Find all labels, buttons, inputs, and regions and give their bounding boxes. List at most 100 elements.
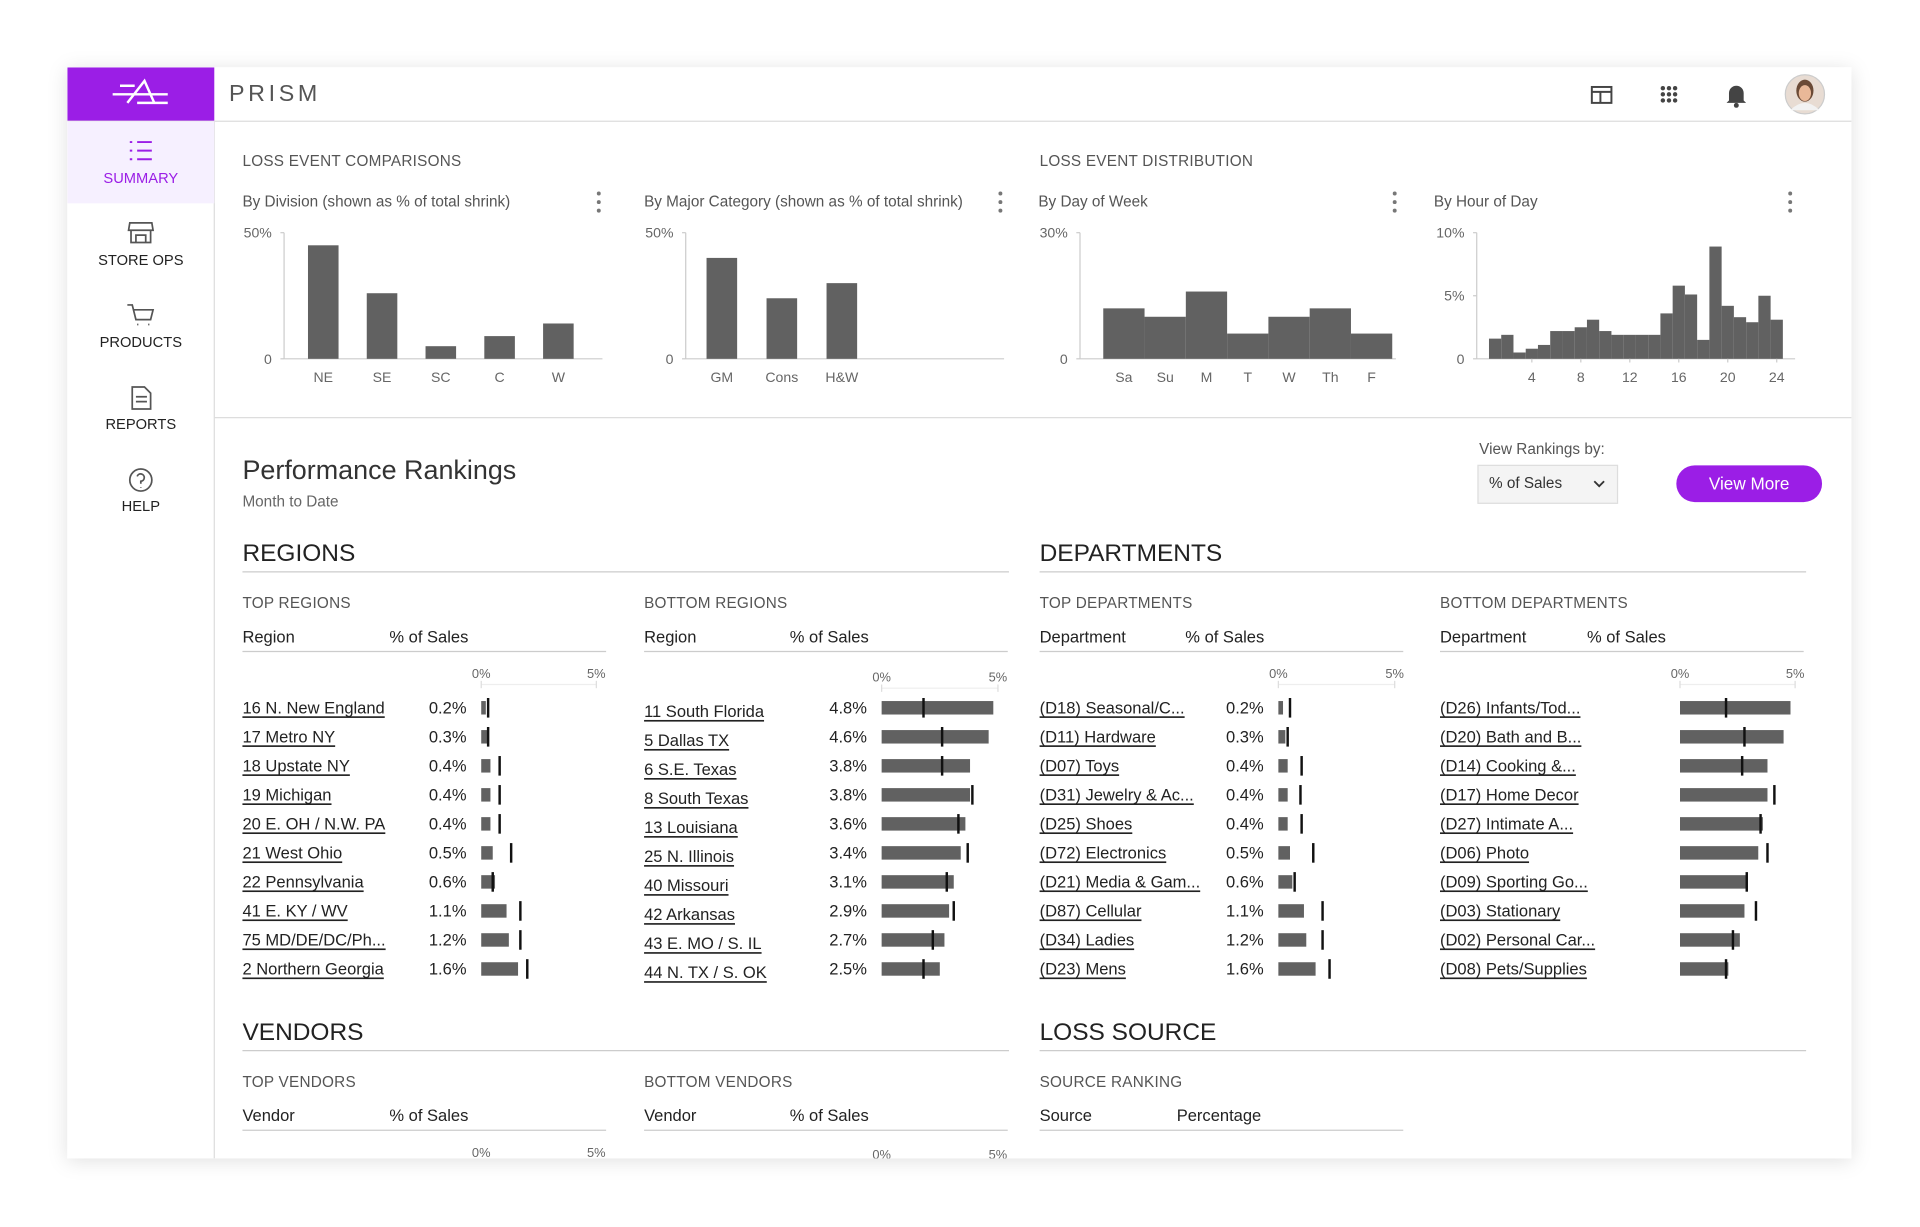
row-value: 0.3% xyxy=(1226,727,1264,746)
nav-label[interactable]: REPORTS xyxy=(105,417,176,433)
bar xyxy=(1697,339,1710,359)
menu-dot[interactable] xyxy=(1392,200,1397,205)
row-value: 0.2% xyxy=(1226,698,1264,717)
bar xyxy=(826,283,858,359)
apps-icon[interactable] xyxy=(1660,85,1678,103)
row-name[interactable]: (D03) Stationary xyxy=(1440,901,1561,920)
scale-label: 0% xyxy=(872,670,891,685)
row-value: 1.6% xyxy=(429,959,467,978)
row-name[interactable]: (D23) Mens xyxy=(1040,959,1126,978)
row-bar xyxy=(881,817,966,831)
row-value: 3.4% xyxy=(829,843,867,862)
row-name[interactable]: (D72) Electronics xyxy=(1040,843,1167,862)
row-name[interactable]: (D21) Media & Gam... xyxy=(1040,872,1201,891)
row-bar xyxy=(1680,701,1791,715)
nav-label[interactable]: PRODUCTS xyxy=(100,335,183,351)
row-bar xyxy=(881,904,950,918)
row-name[interactable]: 25 N. Illinois xyxy=(644,847,734,866)
y-tick-label: 0 xyxy=(1060,351,1068,367)
bar xyxy=(1733,317,1747,359)
row-name[interactable]: 20 E. OH / N.W. PA xyxy=(242,814,385,833)
row-bar xyxy=(481,846,493,860)
row-name[interactable]: 41 E. KY / WV xyxy=(242,901,347,920)
nav-label[interactable]: SUMMARY xyxy=(103,171,178,187)
scale-label: 5% xyxy=(989,1147,1008,1162)
column-header: Vendor xyxy=(242,1106,295,1125)
menu-dot[interactable] xyxy=(998,208,1003,213)
row-value: 0.5% xyxy=(1226,843,1264,862)
scale-label: 5% xyxy=(1786,666,1805,681)
row-name[interactable]: 18 Upstate NY xyxy=(242,756,349,775)
x-tick-label: Su xyxy=(1157,369,1174,385)
row-name[interactable]: (D06) Photo xyxy=(1440,843,1529,862)
nav-label[interactable]: STORE OPS xyxy=(98,253,184,269)
column-header: Department xyxy=(1440,627,1527,646)
row-name[interactable]: (D08) Pets/Supplies xyxy=(1440,959,1587,978)
menu-dot[interactable] xyxy=(1788,200,1793,205)
row-name[interactable]: 6 S.E. Texas xyxy=(644,760,736,779)
row-name[interactable]: (D26) Infants/Tod... xyxy=(1440,698,1580,717)
menu-dot[interactable] xyxy=(1392,191,1397,196)
layout-icon[interactable] xyxy=(1590,85,1613,104)
row-name[interactable]: (D87) Cellular xyxy=(1040,901,1142,920)
y-tick-label: 0 xyxy=(1457,351,1465,367)
menu-dot[interactable] xyxy=(596,208,601,213)
row-name[interactable]: 17 Metro NY xyxy=(242,727,335,746)
menu-dot[interactable] xyxy=(1392,208,1397,213)
row-name[interactable]: (D02) Personal Car... xyxy=(1440,930,1595,949)
row-name[interactable]: (D14) Cooking &... xyxy=(1440,756,1576,775)
row-name[interactable]: (D25) Shoes xyxy=(1040,814,1133,833)
app: PRISM SU xyxy=(67,67,1852,1162)
row-bar xyxy=(481,962,519,976)
row-name[interactable]: 75 MD/DE/DC/Ph... xyxy=(242,930,385,949)
row-name[interactable]: 8 South Texas xyxy=(644,789,748,808)
row-bar xyxy=(1278,875,1293,889)
table-label: TOP REGIONS xyxy=(242,595,350,612)
menu-dot[interactable] xyxy=(998,200,1003,205)
menu-dot[interactable] xyxy=(1788,208,1793,213)
scale-label: 0% xyxy=(1671,666,1690,681)
row-name[interactable]: 13 Louisiana xyxy=(644,818,738,837)
view-more-button[interactable] xyxy=(1676,465,1823,503)
row-name[interactable]: 16 N. New England xyxy=(242,698,384,717)
x-tick-label: Sa xyxy=(1115,369,1132,385)
row-name[interactable]: 22 Pennsylvania xyxy=(242,872,364,891)
scale-label: 5% xyxy=(989,670,1008,685)
bar xyxy=(1574,327,1587,359)
row-name[interactable]: (D09) Sporting Go... xyxy=(1440,872,1588,891)
row-name[interactable]: (D27) Intimate A... xyxy=(1440,814,1573,833)
row-name[interactable]: 40 Missouri xyxy=(644,876,728,895)
row-value: 0.6% xyxy=(1226,872,1264,891)
nav-active-bg xyxy=(67,121,215,204)
row-name[interactable]: (D31) Jewelry & Ac... xyxy=(1040,785,1194,804)
row-name[interactable]: (D11) Hardware xyxy=(1040,727,1156,746)
row-name[interactable]: (D20) Bath and B... xyxy=(1440,727,1581,746)
row-name[interactable]: 42 Arkansas xyxy=(644,905,735,924)
row-name[interactable]: 21 West Ohio xyxy=(242,843,342,862)
row-value: 0.4% xyxy=(1226,756,1264,775)
column-header: Region xyxy=(644,627,696,646)
bell-icon[interactable] xyxy=(1726,85,1747,103)
row-value: 0.2% xyxy=(429,698,467,717)
menu-dot[interactable] xyxy=(596,200,601,205)
row-name[interactable]: 5 Dallas TX xyxy=(644,731,729,750)
nav-label[interactable]: HELP xyxy=(122,499,161,515)
row-name[interactable]: (D34) Ladies xyxy=(1040,930,1135,949)
row-name[interactable]: (D18) Seasonal/C... xyxy=(1040,698,1185,717)
row-name[interactable]: 11 South Florida xyxy=(644,702,765,721)
row-name[interactable]: 44 N. TX / S. OK xyxy=(644,963,767,982)
column-header: Department xyxy=(1040,627,1127,646)
row-name[interactable]: 43 E. MO / S. IL xyxy=(644,934,762,953)
row-bar xyxy=(1278,759,1288,773)
view-by-select[interactable] xyxy=(1477,464,1619,504)
menu-dot[interactable] xyxy=(596,191,601,196)
view-more-label: View More xyxy=(1709,474,1790,494)
charts: By Division (shown as % of total shrink)… xyxy=(242,191,1796,385)
menu-dot[interactable] xyxy=(1788,191,1793,196)
menu-dot[interactable] xyxy=(998,191,1003,196)
row-name[interactable]: (D07) Toys xyxy=(1040,756,1120,775)
row-name[interactable]: (D17) Home Decor xyxy=(1440,785,1579,804)
row-name[interactable]: 19 Michigan xyxy=(242,785,331,804)
row-name[interactable]: 2 Northern Georgia xyxy=(242,959,384,978)
